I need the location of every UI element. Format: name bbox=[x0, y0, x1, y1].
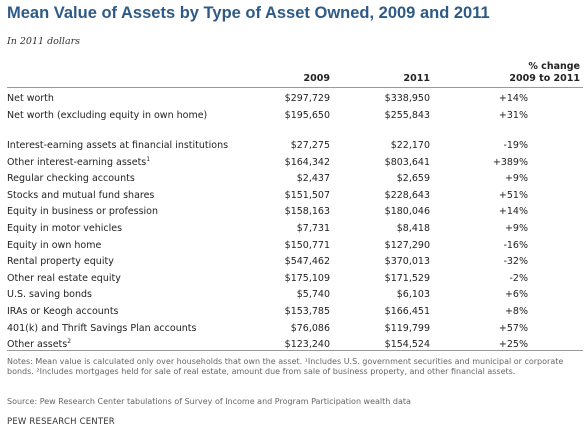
footer-rule bbox=[7, 350, 583, 351]
table-row: Net worth (excluding equity in own home)… bbox=[7, 108, 583, 124]
row-label: 401(k) and Thrift Savings Plan accounts bbox=[7, 322, 197, 334]
percent-change: +389% bbox=[492, 156, 528, 168]
value-2011: $6,103 bbox=[396, 289, 430, 301]
row-label: Stocks and mutual fund shares bbox=[7, 189, 155, 201]
row-label: Equity in motor vehicles bbox=[7, 223, 123, 234]
table-row: Regular checking accounts $2,437 $2,659 +9% bbox=[7, 171, 583, 187]
percent-change: +51% bbox=[498, 189, 528, 201]
percent-change: -19% bbox=[503, 140, 528, 151]
percent-change: +31% bbox=[498, 109, 528, 121]
column-header-change: % change 2009 to 2011 bbox=[480, 61, 580, 85]
row-label: U.S. saving bonds bbox=[7, 289, 92, 301]
notes: Notes: Mean value is calculated only ove… bbox=[7, 357, 564, 376]
percent-change: +14% bbox=[498, 206, 528, 218]
value-2011: $119,799 bbox=[384, 322, 430, 334]
value-2009: $158,163 bbox=[284, 206, 330, 218]
value-2009: $7,731 bbox=[296, 223, 330, 234]
table-row: Rental property equity $547,462 $370,013 -3… bbox=[7, 254, 583, 270]
row-label: Other assets2 bbox=[7, 338, 72, 351]
row-label: Other real estate equity bbox=[7, 272, 121, 284]
footnote-marker: 2 bbox=[67, 338, 72, 346]
percent-change: +25% bbox=[498, 339, 528, 351]
row-label: Rental property equity bbox=[7, 256, 114, 268]
value-2011: $22,170 bbox=[390, 140, 430, 151]
column-header-2009: 2009 bbox=[303, 73, 330, 84]
value-2011: $338,950 bbox=[384, 93, 430, 104]
table-row: Other assets2 $123,240 $154,524 +25% bbox=[7, 337, 583, 353]
percent-change: +57% bbox=[498, 322, 528, 334]
row-label: Net worth (excluding equity in own home) bbox=[7, 109, 208, 121]
row-label: IRAs or Keogh accounts bbox=[7, 306, 119, 317]
value-2009: $150,771 bbox=[284, 239, 330, 251]
percent-change: -2% bbox=[509, 272, 529, 284]
table-row: 401(k) and Thrift Savings Plan accounts $… bbox=[7, 321, 583, 337]
column-header-change-line2: 2009 to 2011 bbox=[509, 73, 580, 84]
value-2009: $123,240 bbox=[284, 339, 330, 351]
value-2009: $164,342 bbox=[284, 156, 330, 168]
value-2011: $180,046 bbox=[384, 206, 430, 218]
value-2009: $5,740 bbox=[296, 289, 330, 301]
value-2009: $2,437 bbox=[296, 173, 330, 185]
row-label: Equity in own home bbox=[7, 239, 102, 251]
value-2009: $195,650 bbox=[284, 109, 330, 121]
row-label: Equity in business or profession bbox=[7, 206, 159, 218]
percent-change: +9% bbox=[504, 223, 528, 234]
value-2011: $166,451 bbox=[384, 306, 430, 317]
value-2009: $175,109 bbox=[284, 272, 330, 284]
value-2009: $297,729 bbox=[284, 93, 330, 104]
percent-change: +6% bbox=[504, 289, 528, 301]
table-row: Equity in own home $150,771 $127,290 -16% bbox=[7, 238, 583, 254]
percent-change: -32% bbox=[503, 256, 528, 268]
value-2011: $154,524 bbox=[384, 339, 430, 351]
source-note: Source: Pew Research Center tabulations … bbox=[7, 397, 411, 406]
row-label: Interest-earning assets at financial ins… bbox=[7, 140, 229, 151]
chart-title: Mean Value of Assets by Type of Asset Ow… bbox=[7, 4, 490, 22]
table-row: Net worth $297,729 $338,950 +14% bbox=[7, 91, 583, 107]
chart-subtitle: In 2011 dollars bbox=[7, 36, 81, 47]
table-row: Equity in business or profession $158,163… bbox=[7, 204, 583, 220]
value-2011: $2,659 bbox=[396, 173, 430, 185]
table-row: IRAs or Keogh accounts $153,785 $166,451 +8… bbox=[7, 304, 583, 320]
table-row: Interest-earning assets at financial ins… bbox=[7, 138, 583, 154]
value-2011: $370,013 bbox=[384, 256, 430, 268]
value-2009: $153,785 bbox=[284, 306, 330, 317]
value-2009: $27,275 bbox=[290, 140, 330, 151]
value-2011: $171,529 bbox=[384, 272, 430, 284]
value-2011: $255,843 bbox=[384, 109, 430, 121]
row-label: Net worth bbox=[7, 93, 54, 104]
percent-change: +9% bbox=[504, 173, 528, 185]
value-2009: $151,507 bbox=[284, 189, 330, 201]
column-header-2011: 2011 bbox=[403, 73, 430, 84]
value-2011: $8,418 bbox=[396, 223, 430, 234]
table-row: Stocks and mutual fund shares $151,507 $22… bbox=[7, 188, 583, 204]
value-2011: $803,641 bbox=[384, 156, 430, 168]
percent-change: +8% bbox=[504, 306, 528, 317]
header-rule bbox=[7, 87, 583, 88]
row-label: Other interest-earning assets1 bbox=[7, 155, 151, 168]
value-2011: $228,643 bbox=[384, 189, 430, 201]
column-header-change-line1: % change bbox=[528, 61, 580, 72]
table-row: Other real estate equity $175,109 $171,529… bbox=[7, 271, 583, 287]
brand-label: PEW RESEARCH CENTER bbox=[7, 417, 115, 427]
percent-change: -16% bbox=[503, 239, 528, 251]
value-2011: $127,290 bbox=[384, 239, 430, 251]
table-row: Equity in motor vehicles $7,731 $8,418 +9% bbox=[7, 221, 583, 237]
row-label: Regular checking accounts bbox=[7, 173, 135, 185]
table-row: Other interest-earning assets1 $164,342 $8… bbox=[7, 155, 583, 171]
value-2009: $76,086 bbox=[290, 322, 330, 334]
percent-change: +14% bbox=[498, 93, 528, 104]
table-row: U.S. saving bonds $5,740 $6,103 +6% bbox=[7, 287, 583, 303]
value-2009: $547,462 bbox=[284, 256, 330, 268]
footnote-marker: 1 bbox=[146, 155, 151, 163]
